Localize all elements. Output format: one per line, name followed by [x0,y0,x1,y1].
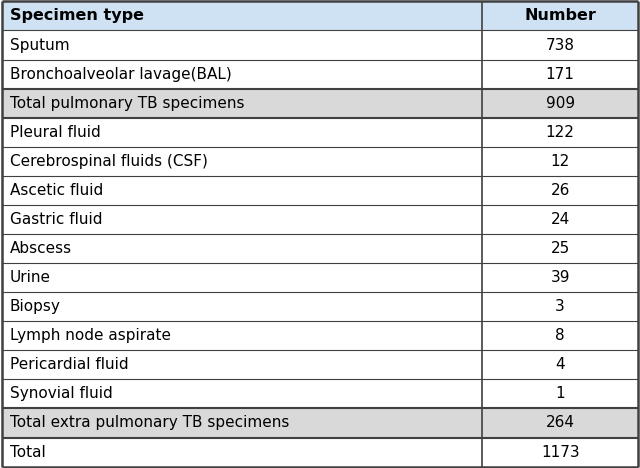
Text: Number: Number [524,8,596,23]
Text: 4: 4 [556,358,565,373]
Bar [482,205,638,234]
Bar [482,147,638,176]
Bar [2,30,482,59]
Text: 12: 12 [550,154,570,169]
Bar [482,1,638,30]
Text: Synovial fluid: Synovial fluid [10,387,113,402]
Text: Lymph node aspirate: Lymph node aspirate [10,328,171,343]
Bar [482,117,638,147]
Text: Biopsy: Biopsy [10,299,60,314]
Bar [2,88,482,117]
Text: Total pulmonary TB specimens: Total pulmonary TB specimens [10,95,244,110]
Bar [482,321,638,350]
Text: 26: 26 [550,183,570,198]
Bar [2,1,482,30]
Text: 122: 122 [546,125,575,140]
Bar [482,263,638,292]
Bar [2,438,482,467]
Bar [2,176,482,205]
Text: 8: 8 [556,328,565,343]
Text: 264: 264 [546,416,575,431]
Text: 25: 25 [550,241,570,256]
Text: Urine: Urine [10,270,51,285]
Bar [2,350,482,380]
Text: Abscess: Abscess [10,241,72,256]
Bar [2,147,482,176]
Text: 39: 39 [550,270,570,285]
Text: 1173: 1173 [541,445,579,460]
Text: Sputum: Sputum [10,37,69,52]
Bar [482,409,638,438]
Bar [2,380,482,409]
Text: 171: 171 [546,66,575,81]
Bar [2,321,482,350]
Bar [2,234,482,263]
Text: Ascetic fluid: Ascetic fluid [10,183,103,198]
Bar [2,205,482,234]
Bar [482,380,638,409]
Bar [482,30,638,59]
Bar [482,234,638,263]
Text: Cerebrospinal fluids (CSF): Cerebrospinal fluids (CSF) [10,154,207,169]
Text: Specimen type: Specimen type [10,8,143,23]
Text: Pleural fluid: Pleural fluid [10,125,100,140]
Bar [482,292,638,321]
Bar [2,292,482,321]
Bar [2,263,482,292]
Bar [482,350,638,380]
Bar [482,59,638,88]
Text: 738: 738 [546,37,575,52]
Bar [2,409,482,438]
Text: 909: 909 [545,95,575,110]
Text: Bronchoalveolar lavage(BAL): Bronchoalveolar lavage(BAL) [10,66,231,81]
Text: 24: 24 [550,212,570,227]
Text: 3: 3 [556,299,565,314]
Text: Total: Total [10,445,45,460]
Text: 1: 1 [556,387,565,402]
Bar [482,176,638,205]
Bar [482,438,638,467]
Text: Total extra pulmonary TB specimens: Total extra pulmonary TB specimens [10,416,289,431]
Bar [482,88,638,117]
Text: Gastric fluid: Gastric fluid [10,212,102,227]
Bar [2,59,482,88]
Text: Pericardial fluid: Pericardial fluid [10,358,128,373]
Bar [2,117,482,147]
